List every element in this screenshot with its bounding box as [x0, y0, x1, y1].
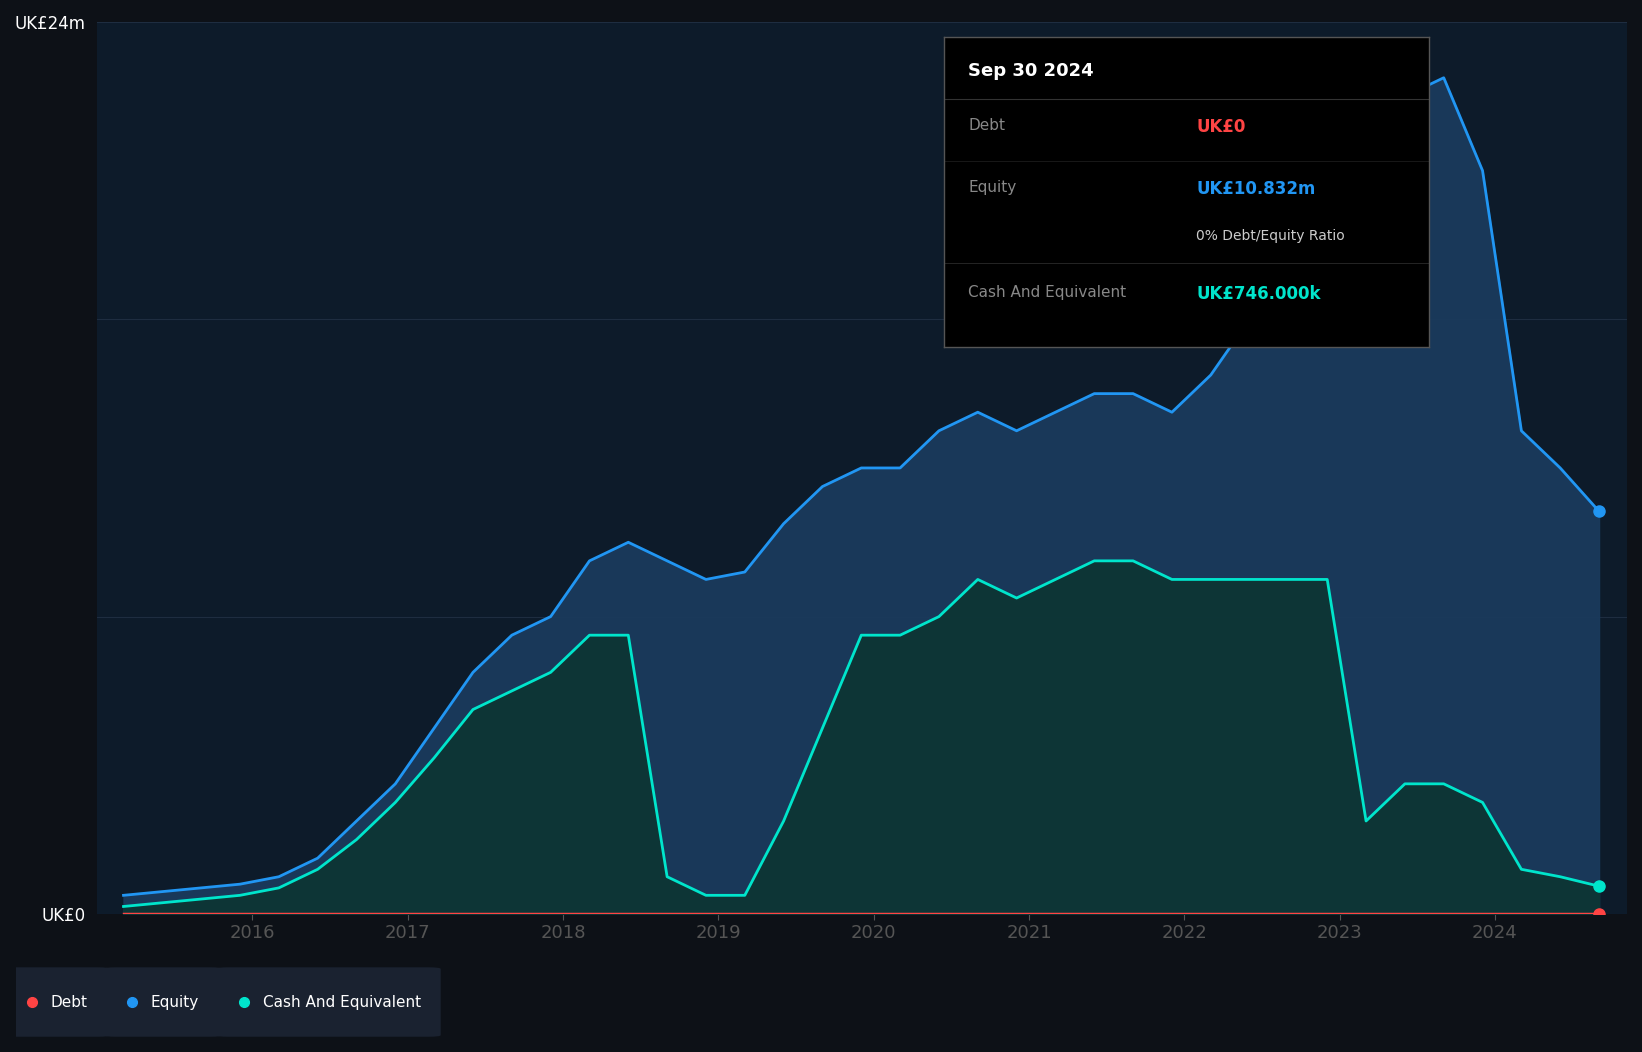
Text: UK£10.832m: UK£10.832m [1195, 180, 1315, 198]
Text: Debt: Debt [51, 994, 87, 1010]
Text: Cash And Equivalent: Cash And Equivalent [969, 285, 1126, 300]
FancyBboxPatch shape [3, 968, 110, 1037]
Text: 0% Debt/Equity Ratio: 0% Debt/Equity Ratio [1195, 229, 1345, 243]
Text: Equity: Equity [969, 180, 1016, 195]
Text: UK£0: UK£0 [1195, 118, 1245, 136]
Text: Equity: Equity [151, 994, 199, 1010]
Text: Debt: Debt [969, 118, 1005, 133]
FancyBboxPatch shape [217, 968, 440, 1037]
FancyBboxPatch shape [103, 968, 222, 1037]
Text: UK£746.000k: UK£746.000k [1195, 285, 1320, 303]
Text: Cash And Equivalent: Cash And Equivalent [263, 994, 420, 1010]
Text: Sep 30 2024: Sep 30 2024 [969, 62, 1094, 80]
